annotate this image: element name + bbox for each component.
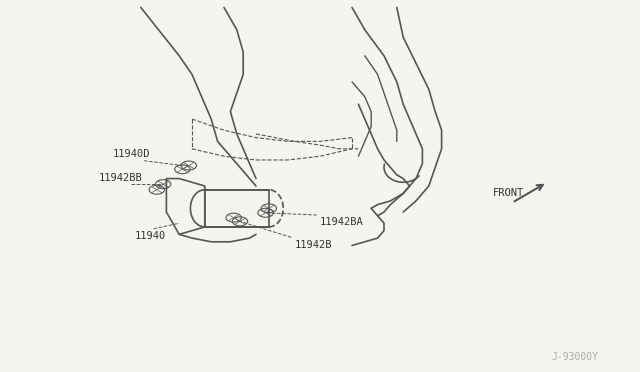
Text: FRONT: FRONT (493, 188, 524, 198)
Bar (205, 190, 269, 227)
Text: J-93000Y: J-93000Y (552, 352, 598, 362)
Text: 11940: 11940 (134, 231, 166, 241)
Text: 11942BB: 11942BB (99, 173, 143, 183)
Text: 11942B: 11942B (294, 240, 332, 250)
Text: 11942BA: 11942BA (320, 217, 364, 227)
Text: 11940D: 11940D (113, 149, 150, 159)
